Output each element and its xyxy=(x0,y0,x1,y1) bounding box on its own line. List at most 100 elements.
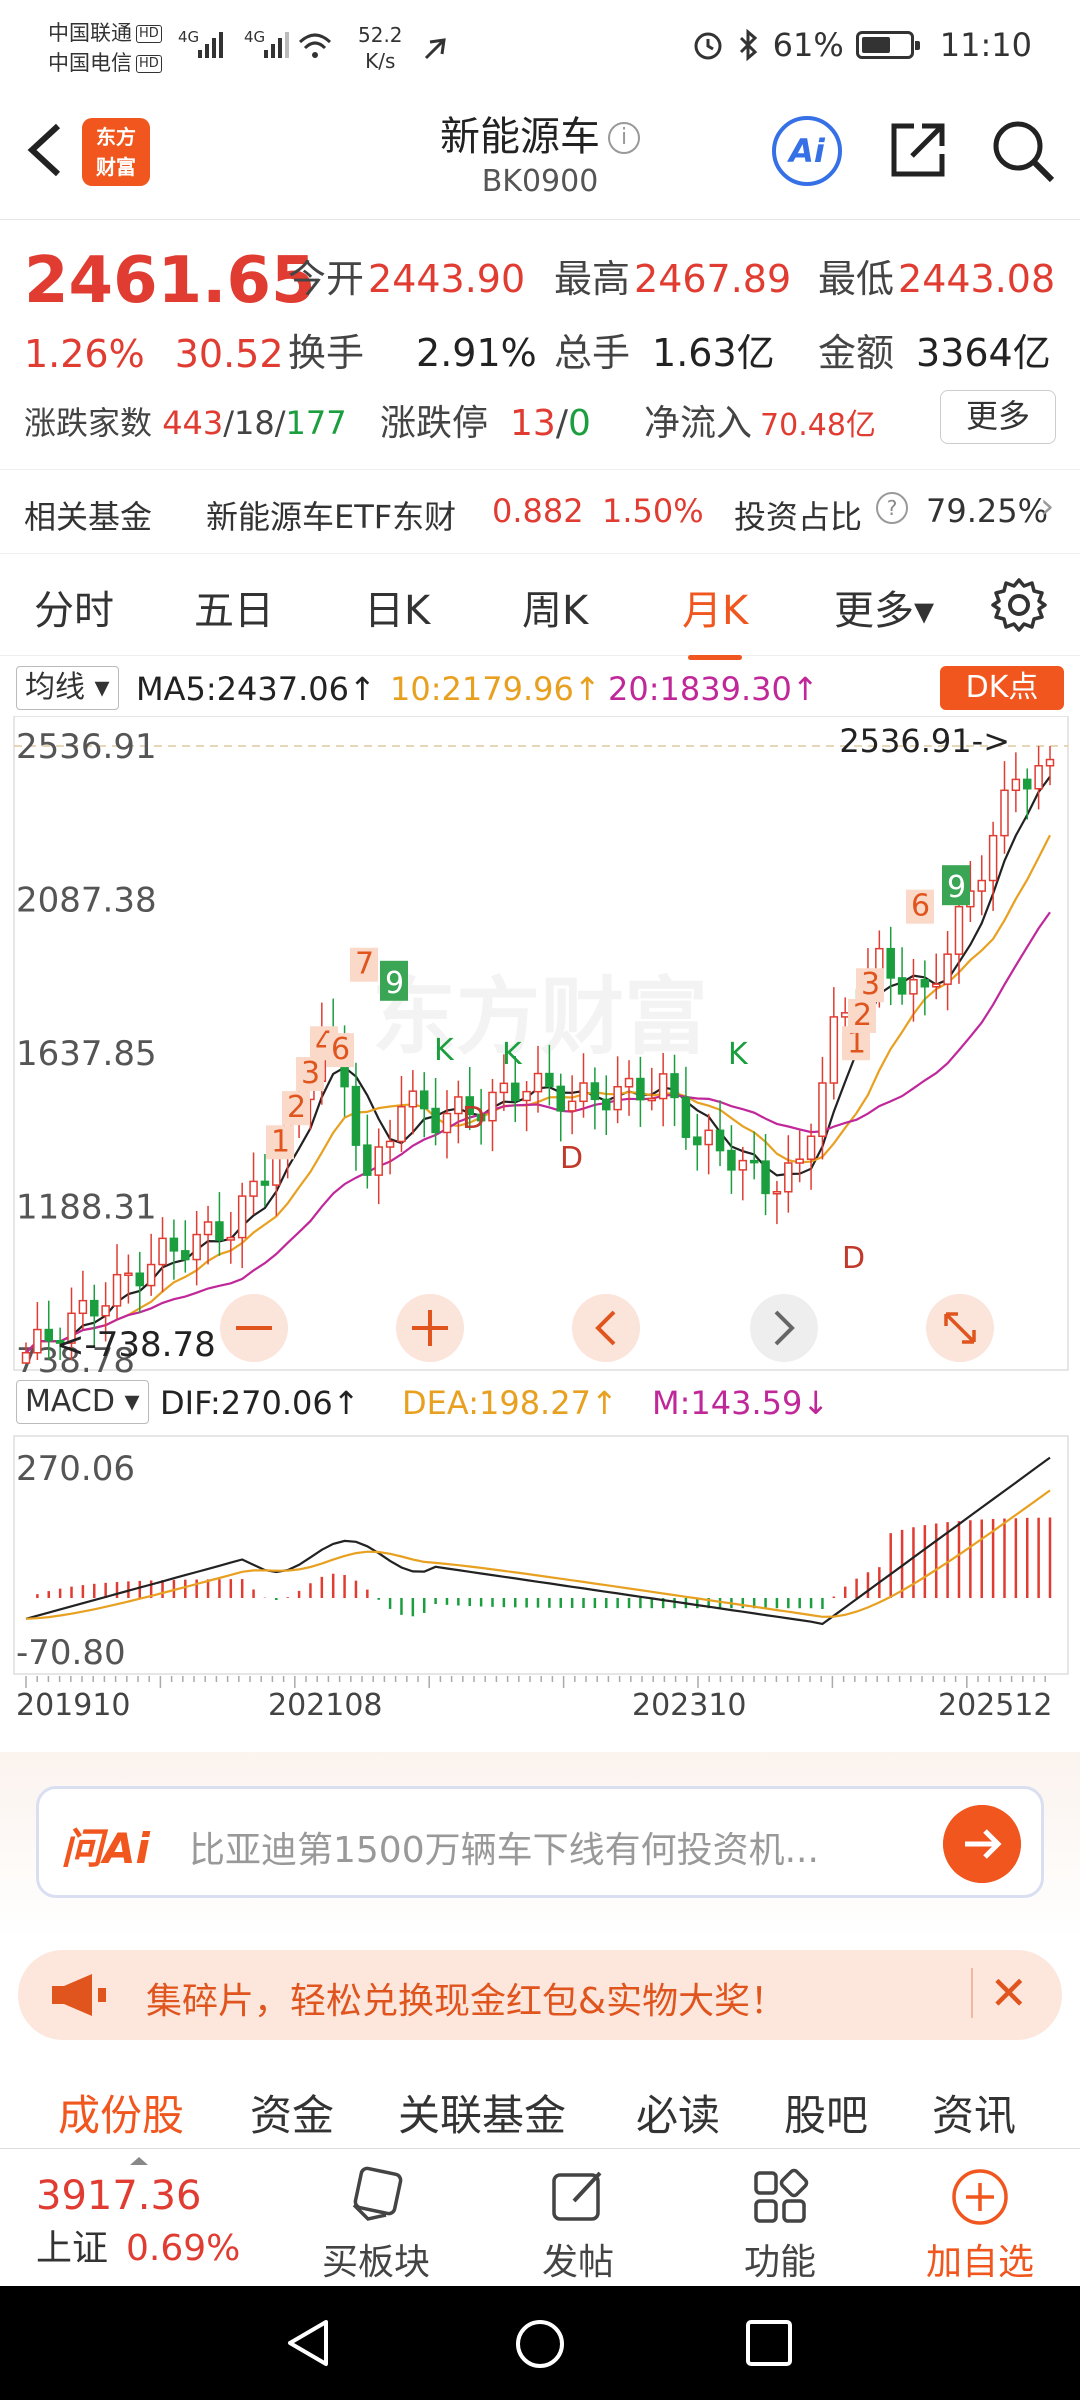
candle-body xyxy=(169,1237,179,1252)
ma-legend: 均线 ▾ MA5:2437.06↑ 10:2179.96↑ 20:1839.30… xyxy=(0,666,1080,716)
tab-intraday[interactable]: 分时 xyxy=(34,588,114,634)
nine-badge xyxy=(942,865,970,906)
y-axis-label: 2536.91 xyxy=(16,727,157,767)
nine-label: 9 xyxy=(947,870,966,905)
nav-home-icon[interactable] xyxy=(512,2316,568,2372)
app-header: 新能源车 i BK0900 东方 财富 Ai xyxy=(0,96,1080,220)
clock: 11:10 xyxy=(939,26,1032,64)
zoom-out-button[interactable] xyxy=(220,1294,288,1362)
candle-body xyxy=(33,1328,42,1354)
candle-body xyxy=(454,1096,463,1115)
candle-body xyxy=(181,1250,190,1261)
date-label: 202310 xyxy=(632,1688,747,1723)
ask-ai-logo: 问Ai xyxy=(61,1824,150,1873)
gear-icon[interactable] xyxy=(990,576,1048,634)
count-badge xyxy=(906,889,934,924)
bluetooth-icon xyxy=(739,28,757,62)
buy-icon xyxy=(352,2166,403,2221)
dif-line xyxy=(25,1456,1051,1626)
candle-body xyxy=(21,1352,31,1364)
tab-news[interactable]: 资讯 xyxy=(932,2091,1017,2140)
share-button[interactable] xyxy=(886,118,950,182)
tab-constituents[interactable]: 成份股 xyxy=(58,2091,185,2140)
last-price: 2461.65 xyxy=(24,244,316,318)
more-quote-button[interactable]: 更多 xyxy=(940,390,1056,444)
tab-must-read[interactable]: 必读 xyxy=(636,2091,721,2140)
fullscreen-button[interactable] xyxy=(926,1294,994,1362)
tab-five-day[interactable]: 五日 xyxy=(194,588,274,634)
max-marker: 2536.91-> xyxy=(839,722,1010,760)
status-bar: 中国联通 HD 中国电信 HD 4G 4G 52.2 K/s 61% 11:10 xyxy=(0,0,1080,96)
buy-sector-button[interactable]: 买板块 xyxy=(306,2161,446,2285)
arrow-right-icon[interactable] xyxy=(943,1805,1021,1883)
chevron-right-icon: › xyxy=(1040,486,1055,527)
fund-ratio: 79.25% xyxy=(926,492,1049,530)
scroll-right-button[interactable] xyxy=(750,1294,818,1362)
functions-button[interactable]: 功能 xyxy=(710,2161,850,2285)
candle-body xyxy=(704,1129,713,1146)
candle-body xyxy=(249,1180,258,1197)
count-label: 2 xyxy=(853,998,872,1033)
candle-body xyxy=(363,1144,372,1176)
signal-k: K xyxy=(434,1033,455,1068)
count-badge xyxy=(266,1125,294,1160)
candle-body xyxy=(1045,758,1055,767)
index-name: 上证 xyxy=(36,2228,109,2269)
tab-daily-k[interactable]: 日K xyxy=(364,588,431,634)
date-axis: 201910 202108 202310 202512 xyxy=(0,1676,1080,1756)
ask-ai-placeholder[interactable]: 比亚迪第1500万辆车下线有何投资机... xyxy=(189,1830,819,1871)
related-fund-row[interactable]: 相关基金 新能源车ETF东财 0.882 1.50% 投资占比 ? 79.25%… xyxy=(0,470,1080,554)
candle-body xyxy=(408,1090,418,1108)
y-axis-label: 2087.38 xyxy=(16,880,157,920)
index-ticker[interactable]: 3917.36 上证 0.69% xyxy=(36,2173,240,2271)
back-button[interactable] xyxy=(22,118,66,197)
nav-back-icon[interactable] xyxy=(282,2316,336,2370)
post-button[interactable]: 发帖 xyxy=(508,2161,648,2285)
tab-forum[interactable]: 股吧 xyxy=(784,2091,869,2140)
indicator-selector[interactable]: 均线 ▾ xyxy=(16,666,119,710)
close-icon[interactable]: ✕ xyxy=(971,1968,1028,2018)
macd-chart[interactable]: 270.06 -70.80 xyxy=(0,1428,1080,1678)
candle-body xyxy=(44,1328,54,1342)
quote-panel: 2461.65 1.26% 30.52 今开 2443.90 最高 2467.89 最… xyxy=(0,220,1080,470)
macd-selector[interactable]: MACD ▾ xyxy=(16,1380,149,1424)
info-icon[interactable]: i xyxy=(608,122,640,154)
ai-button[interactable]: Ai xyxy=(772,116,842,186)
candle-body xyxy=(693,1136,702,1146)
tab-more[interactable]: 更多▾ xyxy=(834,588,935,634)
candle-body xyxy=(237,1195,247,1239)
candle-body xyxy=(158,1237,167,1266)
candle-body xyxy=(533,1072,543,1093)
dea-value: DEA:198.27↑ xyxy=(402,1384,618,1422)
scroll-left-button[interactable] xyxy=(572,1294,640,1362)
tab-monthly-k[interactable]: 月K xyxy=(682,578,748,660)
candlestick-chart[interactable]: 东方财富 2536.912087.381637.851188.31738.78 … xyxy=(0,716,1080,1380)
caret-up-icon xyxy=(130,2157,148,2165)
candle-body xyxy=(613,1086,622,1111)
y-axis-label: 1188.31 xyxy=(16,1188,157,1228)
promo-banner[interactable]: 集碎片，轻松兑换现金红包&实物大奖！ ✕ xyxy=(18,1950,1062,2040)
candle-body xyxy=(943,953,952,985)
status-right: 61% 11:10 xyxy=(691,26,1032,64)
signal-d: D xyxy=(842,1241,865,1276)
add-watchlist-button[interactable]: 加自选 xyxy=(910,2161,1050,2285)
tab-weekly-k[interactable]: 周K xyxy=(522,588,589,634)
nine-label: 9 xyxy=(385,966,404,1001)
candle-body xyxy=(602,1098,611,1111)
candle-body xyxy=(806,1135,816,1160)
tab-funds-flow[interactable]: 资金 xyxy=(250,2091,335,2140)
limit-up-down: 涨跌停 13/0 xyxy=(380,403,591,444)
candle-body xyxy=(590,1082,600,1101)
turnover-rate: 换手 2.91% xyxy=(288,331,537,375)
nav-recents-icon[interactable] xyxy=(744,2318,796,2370)
candle-body xyxy=(55,1339,65,1344)
search-button[interactable] xyxy=(990,118,1056,184)
zoom-in-button[interactable] xyxy=(396,1294,464,1362)
index-change: 0.69% xyxy=(126,2228,241,2269)
ask-ai-input[interactable]: 问Ai 比亚迪第1500万辆车下线有何投资机... xyxy=(36,1786,1044,1898)
ma5-value: MA5:2437.06↑ xyxy=(136,670,376,708)
help-icon[interactable]: ? xyxy=(876,492,908,524)
tab-related-funds[interactable]: 关联基金 xyxy=(398,2091,567,2140)
count-label: 3 xyxy=(301,1056,320,1091)
dk-point-button[interactable]: DK点 xyxy=(940,666,1064,710)
